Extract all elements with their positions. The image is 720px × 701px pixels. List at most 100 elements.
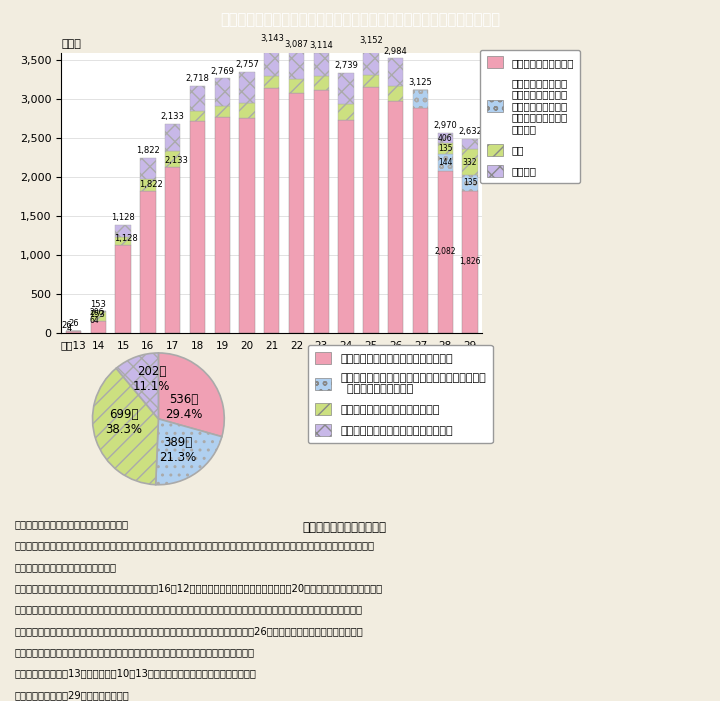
Bar (115, 225, 131, 238)
Bar (165, 124, 181, 151)
Bar (165, 151, 181, 167)
Text: 2,718: 2,718 (186, 74, 210, 83)
Text: 回付等の事案を含む。: 回付等の事案を含む。 (14, 562, 116, 572)
Bar (338, 120, 354, 333)
Text: 2,133: 2,133 (164, 156, 188, 165)
Text: 699件
38.3%: 699件 38.3% (106, 408, 143, 436)
Bar (462, 149, 477, 175)
Bar (388, 58, 403, 86)
Bar (438, 132, 453, 144)
Text: 2,984: 2,984 (384, 47, 408, 56)
Bar (115, 245, 131, 333)
Text: 2,757: 2,757 (235, 60, 259, 69)
Text: 4: 4 (67, 324, 72, 333)
Text: 3,143: 3,143 (260, 34, 284, 43)
Text: 2,970: 2,970 (433, 121, 457, 130)
Wedge shape (116, 353, 158, 418)
Bar (438, 144, 453, 154)
Text: 1,128: 1,128 (114, 233, 138, 243)
Text: 3,087: 3,087 (284, 40, 309, 49)
Text: 時に又は被害者への接近禁止命令が発令された後に発令される。さらに，26年１月より，生活の本拠を共にする: 時に又は被害者への接近禁止命令が発令された後に発令される。さらに，26年１月より… (14, 626, 363, 636)
Bar (438, 171, 453, 333)
Bar (140, 158, 156, 179)
Text: [238]: [238] (409, 350, 432, 359)
Legend: 「被害者に関する保護命令」のみ発令, 「子への接近禁止命令」及び「親族等への接近禁
  止命令」が同時に発令, 「子への接近禁止命令」のみ発令, 「親族等への接: 「被害者に関する保護命令」のみ発令, 「子への接近禁止命令」及び「親族等への接近… (308, 345, 492, 443)
Bar (239, 72, 255, 102)
Bar (264, 88, 279, 333)
Bar (91, 321, 106, 333)
Bar (413, 90, 428, 108)
Bar (289, 52, 305, 79)
Wedge shape (156, 418, 222, 484)
Bar (363, 48, 379, 75)
Text: 206: 206 (89, 308, 104, 318)
Text: （上段：件数，下段：％）: （上段：件数，下段：％） (302, 521, 387, 533)
Bar (338, 104, 354, 120)
Text: 332: 332 (463, 158, 477, 167)
Text: （備考）　１．最高裁判所資料より作成。: （備考） １．最高裁判所資料より作成。 (14, 519, 128, 529)
Text: 406: 406 (438, 134, 453, 142)
Bar (462, 175, 477, 191)
Bar (264, 76, 279, 88)
Bar (363, 75, 379, 88)
Text: 2,632: 2,632 (458, 127, 482, 136)
Text: （年）: （年） (462, 358, 482, 368)
Bar (388, 86, 403, 100)
Bar (239, 118, 255, 333)
Text: [216]: [216] (434, 350, 456, 359)
Text: 3,125: 3,125 (408, 78, 432, 87)
Bar (462, 139, 477, 149)
Text: [202]: [202] (459, 350, 481, 359)
Text: 2,133: 2,133 (161, 112, 184, 121)
Text: 1,822: 1,822 (139, 179, 163, 189)
Bar (314, 76, 329, 90)
Bar (215, 107, 230, 117)
Bar (438, 154, 453, 171)
Text: 26: 26 (62, 321, 72, 330)
Text: 2,082: 2,082 (434, 247, 456, 257)
Bar (363, 88, 379, 333)
Text: ５．平成29年値は，速報値。: ５．平成29年値は，速報値。 (14, 690, 129, 700)
Text: Ｉ－７－６図　配偶者暴力等に関する保護命令事件の処理状況等の推移: Ｉ－７－６図 配偶者暴力等に関する保護命令事件の処理状況等の推移 (220, 12, 500, 27)
Bar (314, 90, 329, 333)
Bar (190, 121, 205, 333)
Wedge shape (92, 368, 158, 484)
Bar (215, 79, 230, 107)
Text: （件）: （件） (61, 39, 81, 48)
Text: 26: 26 (68, 319, 79, 328)
Bar (91, 311, 106, 321)
Text: 2,769: 2,769 (210, 67, 234, 76)
Text: 135: 135 (438, 144, 452, 154)
Text: 202件
11.1%: 202件 11.1% (133, 365, 171, 393)
Bar (215, 117, 230, 333)
Text: ４．平成13年値は，同年10月13日の配偶者暴力防止法施行以降の件数。: ４．平成13年値は，同年10月13日の配偶者暴力防止法施行以降の件数。 (14, 669, 256, 679)
Bar (289, 79, 305, 93)
Bar (190, 86, 205, 111)
Text: 389件
21.3%: 389件 21.3% (160, 437, 197, 465)
Bar (289, 93, 305, 333)
Bar (190, 111, 205, 121)
Text: 制度及び「親族等への接近禁止命令」制度がそれぞれ新設された。これらの命令は，被害者への接近禁止命令と同: 制度及び「親族等への接近禁止命令」制度がそれぞれ新設された。これらの命令は，被害… (14, 604, 362, 614)
Text: 153: 153 (91, 300, 107, 308)
Text: 3,114: 3,114 (310, 41, 333, 50)
Text: 135: 135 (463, 178, 477, 187)
Text: ２．「認容」には，一部認容の事案を含む。「却下」には，一部却下一部取下げの事案を含む。「取下げ等」には，移送，: ２．「認容」には，一部認容の事案を含む。「却下」には，一部却下一部取下げの事案を… (14, 540, 374, 550)
Text: 3,152: 3,152 (359, 36, 383, 45)
Text: 536件
29.4%: 536件 29.4% (165, 393, 202, 421)
Text: ３．配偶者暴力防止法の改正により，平成16年12月に「子への接近禁止命令」制度が，20年１月に「電話等禁止命令」: ３．配偶者暴力防止法の改正により，平成16年12月に「子への接近禁止命令」制度が… (14, 583, 382, 593)
Text: 1,822: 1,822 (136, 146, 160, 155)
Bar (264, 46, 279, 76)
Text: 144: 144 (438, 158, 452, 167)
Bar (165, 167, 181, 333)
Text: 交際相手からの暴力及びその被害者についても，法の適用対象となった。: 交際相手からの暴力及びその被害者についても，法の適用対象となった。 (14, 647, 254, 657)
Bar (388, 100, 403, 333)
Legend: 認容（保護命令発令）, 認容のうち，生活の
本拠を共にする交際
相手からの暴力の被
害者からの申立てに
よるもの, 却下, 取下げ等: 認容（保護命令発令）, 認容のうち，生活の 本拠を共にする交際 相手からの暴力の… (480, 50, 580, 183)
Bar (115, 238, 131, 245)
Bar (140, 179, 156, 191)
Text: 64: 64 (89, 316, 99, 325)
Bar (140, 191, 156, 333)
Text: 153: 153 (89, 310, 105, 319)
Bar (338, 73, 354, 104)
Text: 1,128: 1,128 (112, 213, 135, 222)
Bar (413, 108, 428, 333)
